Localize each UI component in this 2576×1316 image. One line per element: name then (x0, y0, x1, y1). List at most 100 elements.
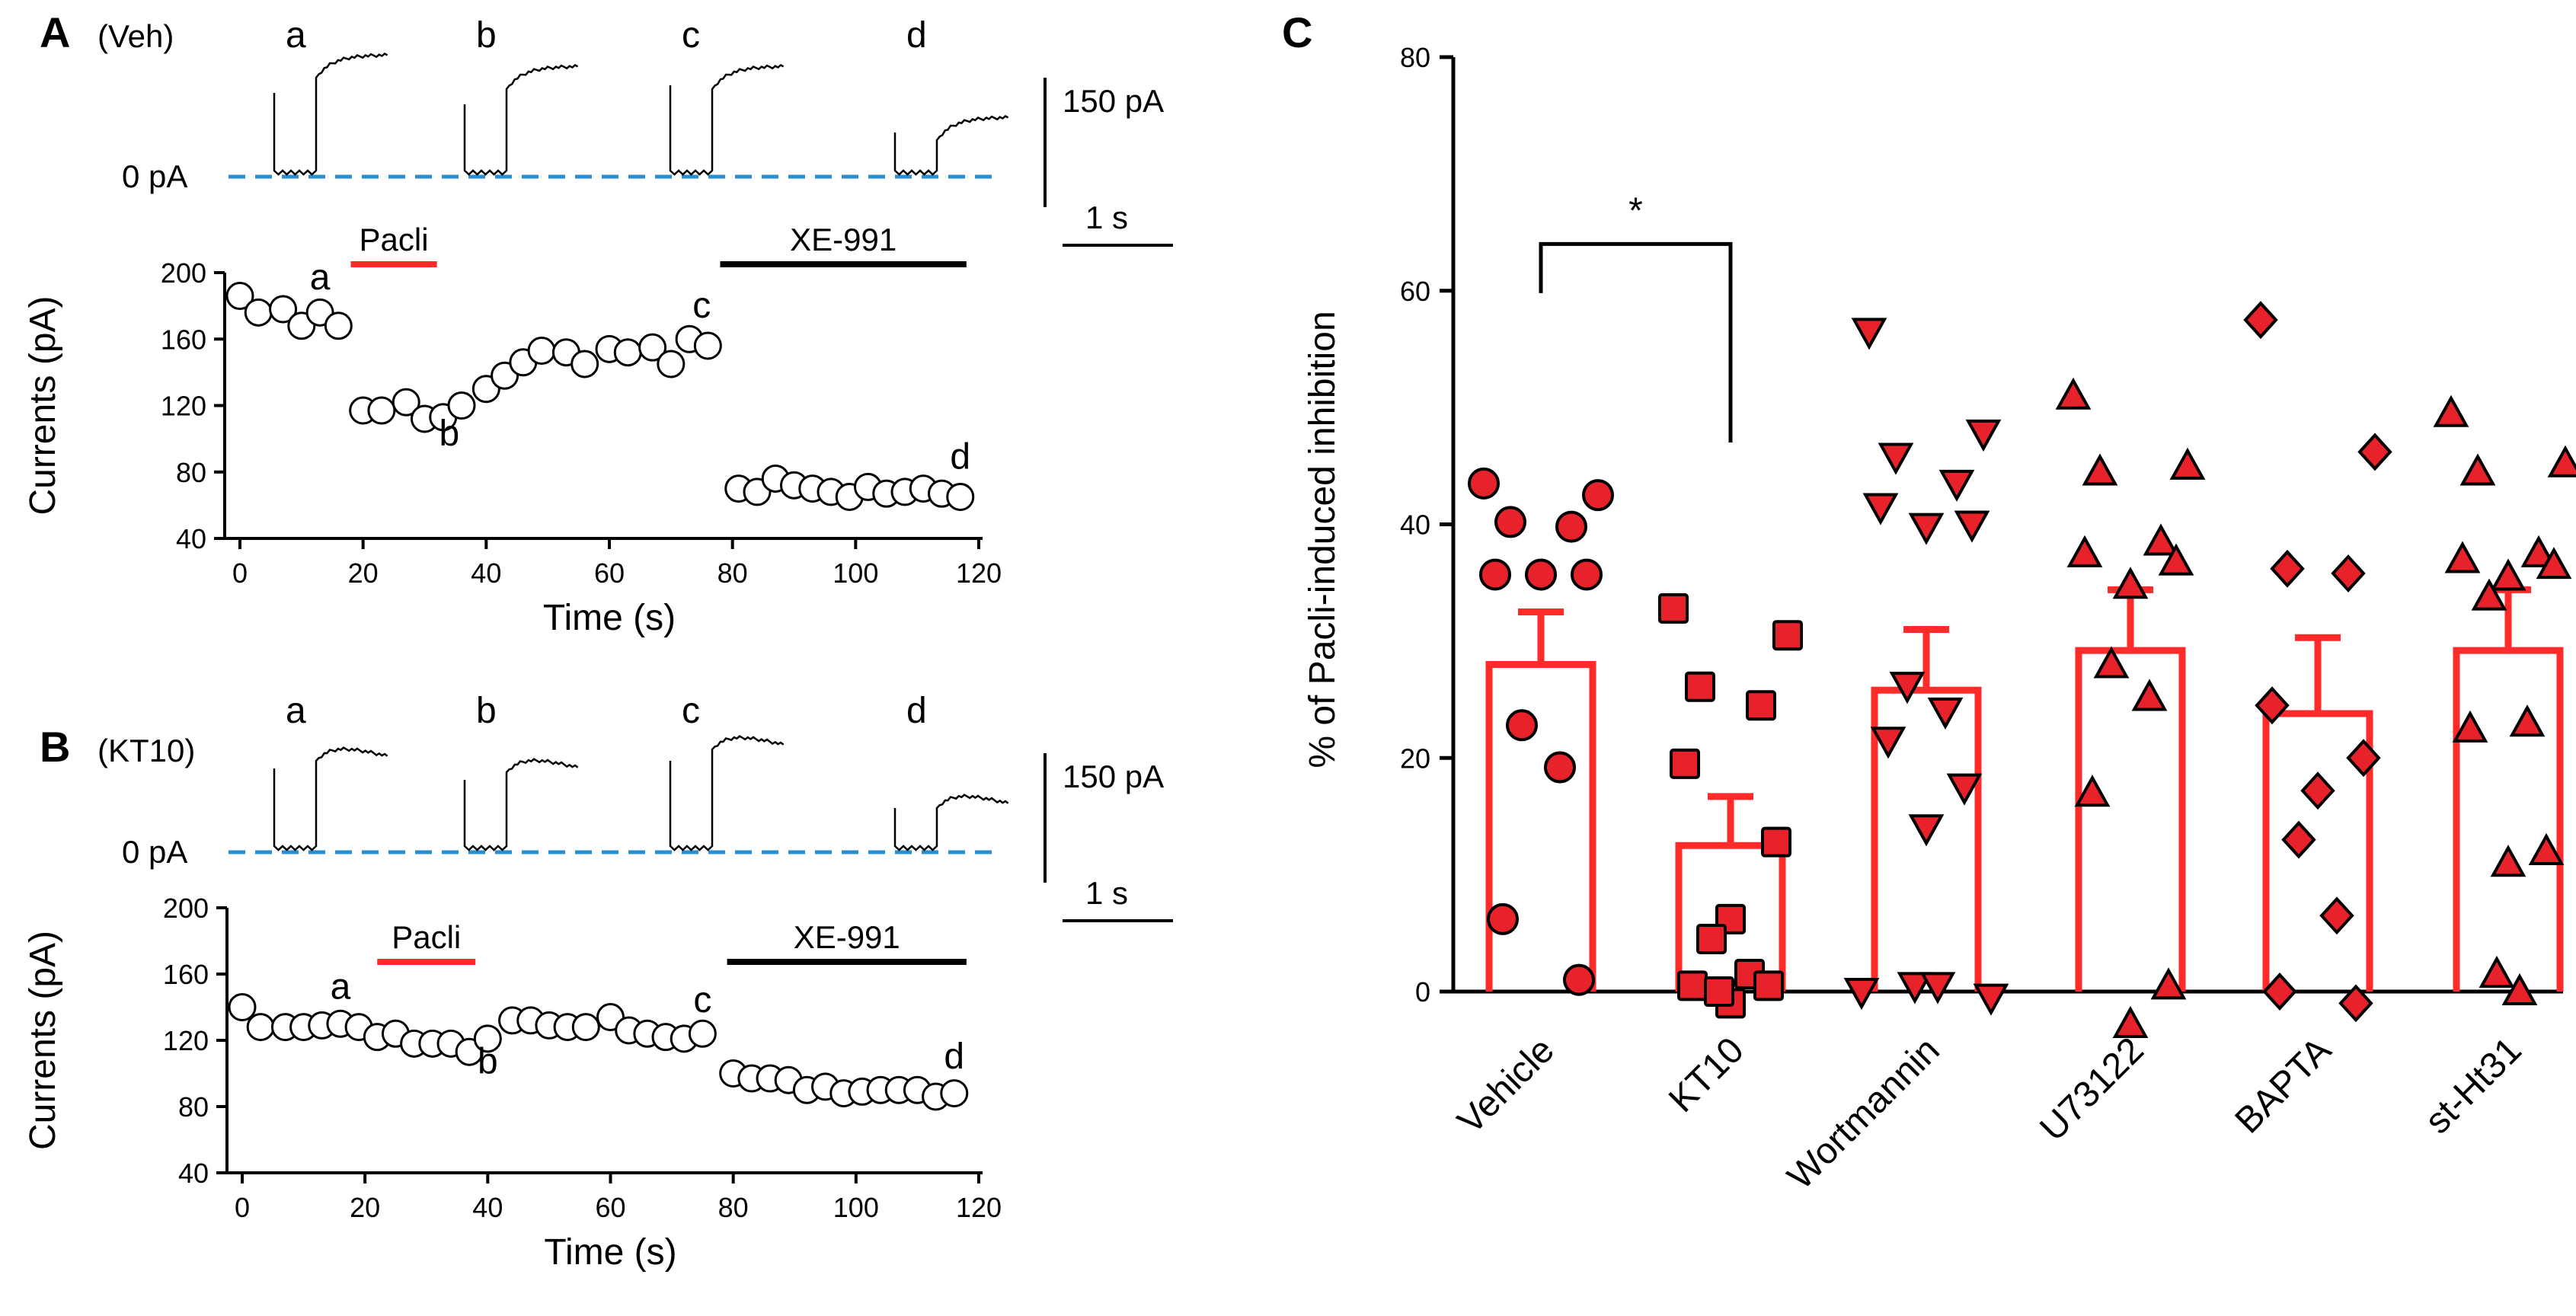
panel-a-baseline-label: 0 pA (122, 158, 187, 194)
panel-a-data-point-1 (244, 298, 273, 327)
panel-b-scalebar-time-label: 1 s (1085, 875, 1128, 911)
panel-c-ytick-label-40: 40 (1400, 509, 1430, 541)
panel-a-point-label-b: b (439, 414, 459, 454)
panel-b-trace-a (273, 746, 388, 851)
panel-b-y-axis-title: Currents (pA) (23, 931, 63, 1150)
panel-c-letter: C (1282, 8, 1312, 56)
panel-c-point-st-ht31-2 (2459, 453, 2496, 486)
panel-c-point-bapta-4 (2255, 686, 2290, 725)
panel-b-point-label-d: d (944, 1037, 964, 1077)
panel-b-ytick-label-120: 120 (163, 1025, 209, 1056)
panel-c-ytick-label-0: 0 (1415, 976, 1430, 1008)
panel-c-point-u73122-1 (2169, 447, 2206, 480)
panel-c-point-u73122-10 (2150, 967, 2187, 1000)
panel-c-category-label-bapta: BAPTA (2228, 1030, 2339, 1141)
panel-a-trace-label-d: d (906, 15, 927, 56)
panel-c-point-st-ht31-4 (2444, 541, 2481, 573)
panel-c-point-bapta-3 (2331, 554, 2366, 593)
panel-a-ytick-label-160: 160 (161, 324, 206, 355)
panel-b-x-axis-title: Time (s) (544, 1232, 676, 1273)
panel-c-point-u73122-8 (2131, 679, 2168, 711)
panel-c-significance-label: * (1628, 190, 1643, 231)
panel-c: 0 20 40 60 80 % of Pacli-induced inhibition Ve… (1302, 42, 2576, 1197)
panel-a-trace-d (893, 114, 1009, 176)
panel-c-point-wortmannin-9 (1870, 727, 1906, 759)
panel-c-point-vehicle-9 (1487, 902, 1519, 935)
panel-b-data-point-24 (688, 1019, 717, 1048)
panel-c-point-vehicle-8 (1544, 751, 1576, 784)
panel-a-data-point-2 (269, 295, 298, 324)
panel-b-point-label-c: c (693, 980, 711, 1021)
panel-c-category-label-st-ht31: st-Ht31 (2418, 1030, 2530, 1142)
panel-c-point-wortmannin-5 (1954, 510, 1990, 543)
panel-c-category-label-wortmannin: Wortmannin (1780, 1030, 1948, 1197)
panel-c-point-wortmannin-4 (1862, 493, 1899, 525)
panel-c-point-st-ht31-11 (2490, 845, 2526, 877)
panel-a-condition: (Veh) (97, 18, 174, 54)
panel-c-point-bapta-7 (2281, 820, 2316, 859)
panel-c-ytick-label-20: 20 (1400, 743, 1430, 774)
panel-c-point-st-ht31-13 (2501, 973, 2538, 1005)
panel-c-point-u73122-5 (2158, 543, 2194, 576)
panel-c-category-label-u73122: U73122 (2032, 1030, 2151, 1148)
panel-c-point-bapta-5 (2346, 739, 2381, 778)
panel-c-point-vehicle-10 (1563, 963, 1595, 996)
panel-a-xtick-label-0: 0 (232, 557, 248, 589)
panel-c-point-st-ht31-12 (2479, 955, 2515, 988)
panel-a-trace-label-b: b (476, 15, 497, 56)
panel-b-data-point-37 (940, 1079, 969, 1108)
panel-b-point-label-a: a (331, 967, 351, 1008)
panel-a-ytick-label-200: 200 (161, 257, 206, 289)
panel-b-trace-c (669, 735, 785, 851)
panel-c-point-bapta-1 (2357, 433, 2392, 471)
panel-a-trace-c (669, 63, 785, 176)
panel-c-point-st-ht31-5 (2536, 547, 2572, 580)
panel-a-trace-a (273, 52, 388, 176)
panel-b-trace-b (463, 758, 579, 851)
panel-c-bar-u73122 (2075, 647, 2186, 992)
panel-c-ytick-label-60: 60 (1400, 276, 1430, 307)
panel-a-xtick-label-60: 60 (594, 557, 625, 589)
panel-c-point-st-ht31-7 (2471, 578, 2507, 611)
panel-a-data-point-36 (946, 482, 975, 511)
panel-c-point-vehicle-3 (1555, 510, 1587, 543)
panel-b-condition: (KT10) (97, 733, 195, 768)
panel-c-point-wortmannin-6 (1908, 513, 1945, 545)
panel-b-data-point-13 (473, 1024, 502, 1053)
panel-c-point-u73122-0 (2055, 377, 2092, 410)
panel-b-trace-d (893, 794, 1009, 851)
panel-c-bar-vehicle (1485, 661, 1596, 992)
panel-b-trace-label-b: b (476, 691, 497, 731)
panel-a: 0 pA a b c d 150 pA 1 s Pacli XE-991 40 80 120 160 20… (23, 15, 1173, 638)
panel-b-baseline-label: 0 pA (122, 834, 187, 870)
panel-c-point-wortmannin-14 (1843, 978, 1880, 1011)
panel-b-xtick-label-60: 60 (595, 1192, 625, 1223)
panel-b-data-point-18 (571, 1013, 600, 1042)
panel-c-point-vehicle-5 (1571, 558, 1603, 591)
panel-b-ytick-label-160: 160 (163, 959, 209, 990)
panel-c-point-wortmannin-1 (1965, 419, 2002, 452)
panel-c-point-u73122-2 (2082, 453, 2118, 486)
panel-a-data-point-17 (570, 350, 599, 379)
panel-a-ytick-label-40: 40 (176, 523, 206, 554)
panel-c-point-kt10-10 (1753, 970, 1784, 1001)
panel-c-point-kt10-5 (1761, 826, 1791, 858)
panel-c-significance-bracket (1539, 241, 1733, 443)
panel-c-point-u73122-11 (2112, 1005, 2149, 1038)
panel-a-data-point-11 (447, 391, 476, 420)
panel-c-point-vehicle-0 (1468, 467, 1500, 500)
panel-a-trace-label-c: c (682, 15, 700, 56)
panel-b-ytick-label-200: 200 (163, 893, 209, 924)
panel-a-trace-label-a: a (286, 15, 306, 56)
panel-a-xtick-label-120: 120 (956, 557, 1002, 589)
panel-c-category-label-kt10: KT10 (1661, 1030, 1752, 1120)
panel-c-point-st-ht31-9 (2452, 710, 2488, 743)
panel-c-point-wortmannin-8 (1927, 697, 1964, 730)
panel-c-point-kt10-2 (1685, 671, 1715, 702)
panel-c-point-u73122-6 (2112, 567, 2149, 599)
panel-b-letter: B (40, 723, 70, 771)
panel-a-bar-label-xe-991: XE-991 (790, 222, 896, 257)
panel-a-data-point-8 (392, 388, 420, 417)
panel-c-point-wortmannin-15 (1973, 983, 2009, 1016)
